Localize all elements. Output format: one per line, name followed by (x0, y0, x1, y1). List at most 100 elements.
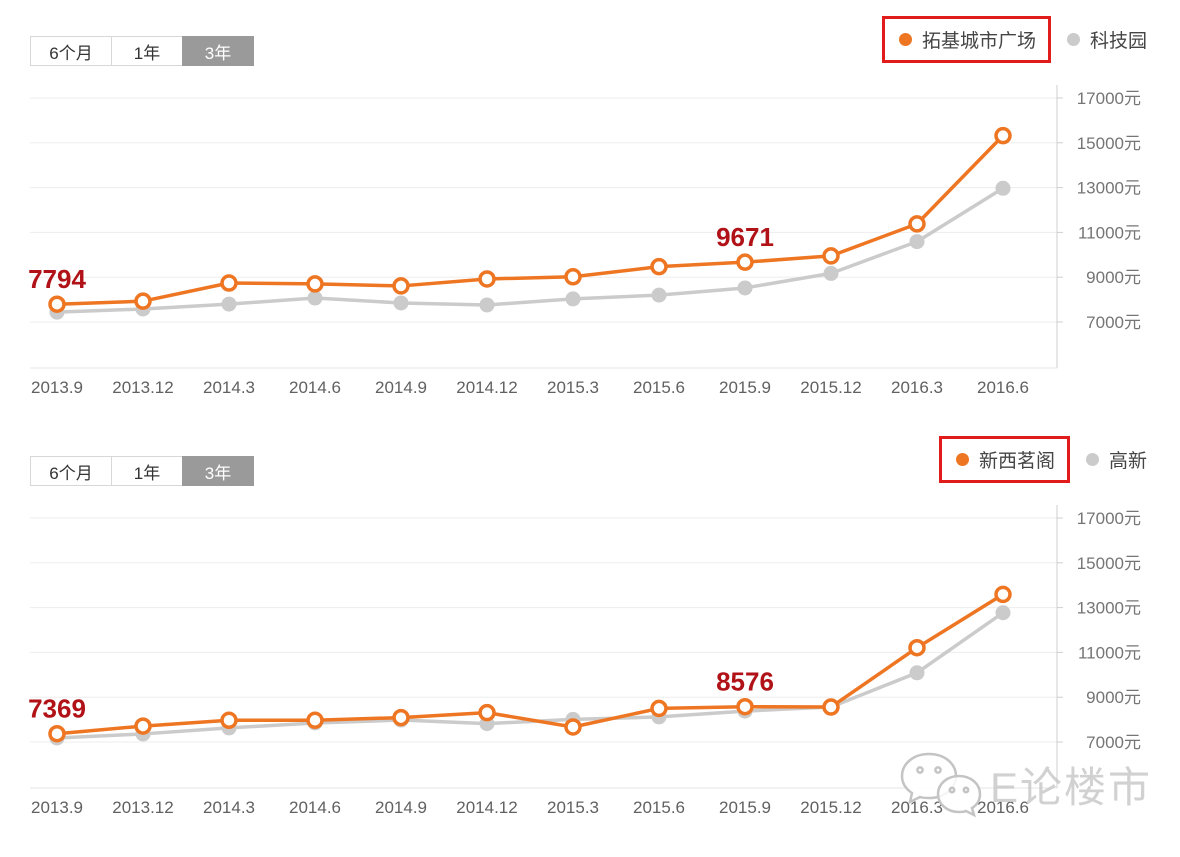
data-point-marker[interactable] (995, 605, 1011, 621)
series-dot-icon (1066, 33, 1080, 46)
price-annotation: 7369 (28, 694, 86, 724)
series-dot-icon (955, 453, 969, 466)
chart-section-2: 6个月 1年 3年 新西茗阁 高新 17000元 15000元 13000元 1100… (0, 420, 1180, 857)
x-axis-tick-label: 2013.12 (112, 798, 173, 817)
data-point-marker[interactable] (479, 297, 495, 313)
x-axis-tick-label: 2015.9 (719, 798, 771, 817)
legend-label: 高新 (1108, 451, 1147, 472)
tab-3-years[interactable]: 3年 (182, 36, 254, 66)
x-axis-tick-label: 2015.12 (800, 798, 861, 817)
x-axis-tick-label: 2015.6 (633, 798, 685, 817)
data-point-marker[interactable] (737, 280, 753, 296)
price-annotation: 9671 (716, 222, 774, 252)
data-point-marker[interactable] (994, 126, 1012, 145)
y-axis-tick-label: 11000元 (1078, 223, 1141, 242)
series-dot-icon (898, 33, 912, 46)
price-annotation: 7794 (28, 264, 86, 294)
x-axis-tick-label: 2013.9 (31, 378, 83, 397)
data-point-marker[interactable] (48, 295, 66, 313)
data-point-marker[interactable] (909, 234, 925, 250)
x-axis-tick-label: 2015.6 (633, 378, 685, 397)
data-point-marker[interactable] (823, 265, 839, 281)
time-range-tabs-2: 6个月 1年 3年 (30, 456, 254, 486)
data-point-marker[interactable] (392, 708, 410, 727)
data-point-marker[interactable] (478, 270, 496, 288)
time-range-tabs-1: 6个月 1年 3年 (30, 36, 254, 66)
x-axis-tick-label: 2014.3 (203, 378, 255, 397)
x-axis-tick-label: 2016.6 (977, 798, 1029, 817)
x-axis-tick-label: 2014.12 (456, 378, 517, 397)
legend-item-primary[interactable]: 新西茗阁 (938, 436, 1070, 483)
data-point-marker[interactable] (736, 697, 754, 716)
x-axis-tick-label: 2016.3 (891, 378, 943, 397)
data-point-marker[interactable] (392, 277, 410, 295)
series-dot-icon (1085, 453, 1099, 466)
x-axis-tick-label: 2014.6 (289, 798, 341, 817)
data-point-marker[interactable] (48, 724, 66, 743)
y-axis-tick-label: 9000元 (1086, 688, 1141, 707)
y-axis-tick-label: 17000元 (1077, 89, 1141, 108)
tab-6-months[interactable]: 6个月 (30, 36, 112, 66)
x-axis-tick-label: 2013.12 (112, 378, 173, 397)
x-axis-tick-label: 2014.6 (289, 378, 341, 397)
data-point-marker[interactable] (994, 585, 1012, 604)
legend-item-secondary[interactable]: 科技园 (1066, 26, 1147, 53)
data-point-marker[interactable] (564, 268, 582, 286)
tab-6-months[interactable]: 6个月 (30, 456, 112, 486)
tab-1-year[interactable]: 1年 (111, 36, 183, 66)
tab-1-year[interactable]: 1年 (111, 456, 183, 486)
x-axis-tick-label: 2015.3 (547, 798, 599, 817)
data-point-marker[interactable] (478, 703, 496, 722)
data-point-marker[interactable] (995, 180, 1011, 196)
x-axis-tick-label: 2016.3 (891, 798, 943, 817)
data-point-marker[interactable] (134, 292, 152, 310)
data-point-marker[interactable] (220, 711, 238, 730)
data-point-marker[interactable] (306, 711, 324, 730)
y-axis-tick-label: 7000元 (1086, 313, 1141, 332)
tab-3-years[interactable]: 3年 (182, 456, 254, 486)
data-point-marker[interactable] (564, 718, 582, 736)
price-trend-line-chart-2: 17000元 15000元 13000元 11000元 9000元 7000元 2013.9… (28, 505, 1141, 817)
data-point-marker[interactable] (908, 638, 926, 657)
legend-label: 拓基城市广场 (921, 31, 1036, 52)
x-axis-tick-label: 2015.9 (719, 378, 771, 397)
data-point-marker[interactable] (306, 275, 324, 293)
y-axis-tick-label: 15000元 (1077, 134, 1141, 153)
x-axis-tick-label: 2014.3 (203, 798, 255, 817)
x-axis-tick-label: 2014.9 (375, 378, 427, 397)
legend-label: 科技园 (1089, 31, 1147, 52)
legend-item-secondary[interactable]: 高新 (1085, 446, 1147, 473)
x-axis-tick-label: 2014.9 (375, 798, 427, 817)
data-point-marker[interactable] (650, 257, 668, 276)
x-axis-tick-label: 2015.3 (547, 378, 599, 397)
data-point-marker[interactable] (134, 717, 152, 735)
data-point-marker[interactable] (221, 296, 237, 312)
legend-1: 拓基城市广场 科技园 (881, 16, 1147, 63)
x-axis-tick-label: 2013.9 (31, 798, 83, 817)
legend-2: 新西茗阁 高新 (938, 436, 1147, 483)
data-point-marker[interactable] (822, 698, 840, 716)
data-point-marker[interactable] (909, 665, 925, 681)
data-point-marker[interactable] (908, 215, 926, 233)
chart-section-1: 6个月 1年 3年 拓基城市广场 科技园 17000元 15000元 13000元 1… (0, 0, 1180, 420)
x-axis-tick-label: 2015.12 (800, 378, 861, 397)
y-axis-tick-label: 9000元 (1086, 268, 1141, 287)
data-point-marker[interactable] (822, 247, 840, 265)
y-axis-tick-label: 15000元 (1077, 554, 1141, 573)
x-axis-tick-label: 2016.6 (977, 378, 1029, 397)
data-point-marker[interactable] (565, 291, 581, 307)
price-annotation: 8576 (716, 667, 774, 697)
y-axis-tick-label: 13000元 (1077, 179, 1141, 198)
data-point-marker[interactable] (651, 287, 667, 303)
data-point-marker[interactable] (736, 253, 754, 271)
data-point-marker[interactable] (220, 274, 238, 292)
data-point-marker[interactable] (307, 290, 323, 306)
price-trend-line-chart-1: 17000元 15000元 13000元 11000元 9000元 7000元 2013.9… (28, 85, 1141, 397)
data-point-marker[interactable] (393, 295, 409, 311)
legend-item-primary[interactable]: 拓基城市广场 (881, 16, 1051, 63)
data-point-marker[interactable] (650, 699, 668, 718)
x-axis-tick-label: 2014.12 (456, 798, 517, 817)
y-axis-tick-label: 13000元 (1077, 599, 1141, 618)
y-axis-tick-label: 17000元 (1077, 509, 1141, 528)
